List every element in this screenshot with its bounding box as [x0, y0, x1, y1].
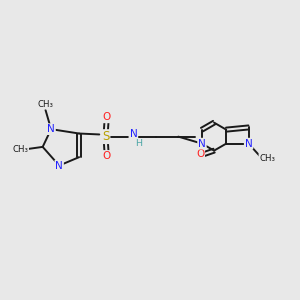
- Text: H: H: [135, 139, 142, 148]
- Text: O: O: [196, 149, 204, 159]
- Text: CH₃: CH₃: [12, 145, 28, 154]
- Text: N: N: [130, 129, 137, 139]
- Text: CH₃: CH₃: [259, 154, 275, 163]
- Text: N: N: [198, 139, 206, 148]
- Text: N: N: [47, 124, 55, 134]
- Text: O: O: [103, 112, 111, 122]
- Text: N: N: [55, 160, 63, 171]
- Text: N: N: [245, 139, 253, 148]
- Text: O: O: [103, 151, 111, 161]
- Text: CH₃: CH₃: [38, 100, 53, 109]
- Text: S: S: [102, 130, 109, 143]
